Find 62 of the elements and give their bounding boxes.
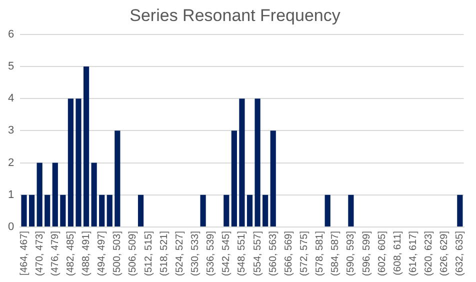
- x-tick-label: (524, 527]: [174, 230, 186, 276]
- x-tick-label: (596, 599]: [361, 230, 372, 276]
- x-tick-label: (506, 509]: [128, 230, 139, 276]
- bar: [83, 66, 90, 226]
- bar: [457, 194, 463, 226]
- bar: [239, 98, 245, 226]
- bar: [52, 162, 58, 226]
- y-tick-label: 3: [8, 124, 14, 137]
- x-tick-label: (548, 551]: [236, 230, 248, 276]
- x-tick-label: (560, 563]: [268, 230, 279, 276]
- y-tick-label: 1: [8, 188, 14, 201]
- bar: [106, 194, 112, 226]
- x-tick-label: (614, 617]: [408, 230, 419, 276]
- bar: [91, 162, 97, 226]
- x-tick-label: (608, 611]: [392, 230, 404, 276]
- x-tick-label: (500, 503]: [112, 230, 124, 276]
- x-tick-label: (512, 515]: [143, 230, 154, 276]
- bar: [21, 194, 27, 226]
- x-tick-label: (584, 587]: [330, 230, 342, 276]
- x-tick-label: (578, 581]: [314, 230, 326, 276]
- x-tick-label: (620, 623]: [424, 230, 435, 276]
- y-tick-label: 2: [8, 156, 14, 169]
- x-tick-label: (566, 569]: [283, 230, 294, 276]
- bar: [44, 194, 50, 226]
- bar: [231, 130, 237, 226]
- x-tick-label: (530, 533]: [190, 230, 202, 276]
- x-tick-label: (572, 575]: [298, 230, 310, 276]
- bar: [68, 98, 74, 226]
- x-tick-label: [464, 467]: [18, 230, 30, 276]
- bar: [246, 194, 253, 226]
- y-tick-label: 4: [8, 92, 14, 105]
- bar: [224, 194, 230, 226]
- bar: [36, 162, 42, 226]
- chart-title: Series Resonant Frequency: [130, 6, 341, 25]
- bar: [270, 130, 276, 226]
- y-tick-label: 6: [8, 28, 14, 40]
- y-tick-label: 5: [8, 60, 14, 73]
- bar: [200, 194, 206, 226]
- x-tick-label: (626, 629]: [439, 230, 450, 276]
- bar: [138, 194, 144, 226]
- x-tick-label: (536, 539]: [206, 230, 217, 276]
- x-tick-label: (590, 593]: [346, 230, 357, 276]
- x-tick-label: (554, 557]: [252, 230, 264, 276]
- x-tick-label: (482, 485]: [65, 230, 76, 276]
- bar: [28, 194, 35, 226]
- bar: [114, 130, 120, 226]
- bar: [76, 98, 82, 226]
- x-tick-label: (476, 479]: [50, 230, 61, 276]
- bar: [254, 98, 260, 226]
- bar: [99, 194, 105, 226]
- x-tick-label: (494, 497]: [96, 230, 108, 276]
- bar: [324, 194, 330, 226]
- x-tick-label: (488, 491]: [81, 230, 92, 276]
- bar: [348, 194, 354, 226]
- x-tick-label: (518, 521]: [158, 230, 170, 276]
- x-tick-label: (470, 473]: [34, 230, 46, 276]
- bar: [262, 194, 268, 226]
- x-tick-label: (542, 545]: [221, 230, 232, 276]
- x-tick-label: (602, 605]: [376, 230, 388, 276]
- bar: [60, 194, 66, 226]
- x-tick-label: (632, 635]: [454, 230, 466, 276]
- y-tick-label: 0: [8, 220, 14, 233]
